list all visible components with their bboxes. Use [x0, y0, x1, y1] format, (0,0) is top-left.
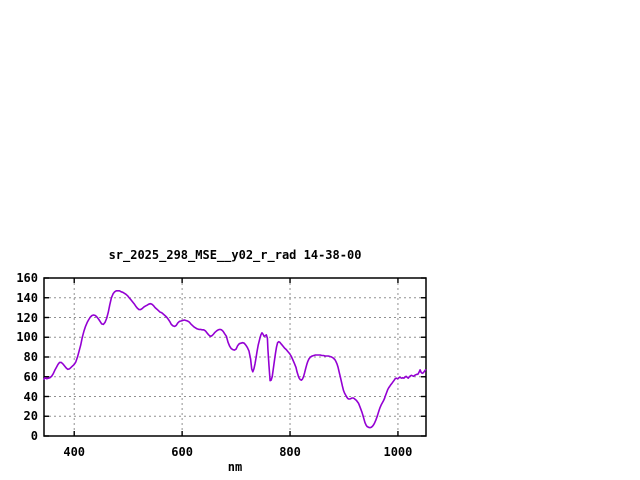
y-tick-label: 20 — [23, 409, 38, 424]
spectrum-curve — [43, 289, 427, 429]
y-tick-label: 40 — [23, 389, 38, 404]
y-tick-label: 60 — [23, 369, 38, 384]
x-tick-label: 1000 — [383, 445, 413, 459]
y-tick-label: 140 — [16, 290, 38, 305]
y-tick-label: 100 — [16, 330, 38, 345]
y-tick-label: 120 — [16, 310, 38, 325]
y-tick-label: 160 — [16, 271, 38, 285]
grid-lines — [44, 278, 426, 436]
x-tick-label: 800 — [279, 445, 301, 459]
x-tick-label: 400 — [63, 445, 86, 459]
x-axis-label: nm — [227, 460, 243, 474]
chart-title: sr_2025_298_MSE__y02_r_rad 14-38-00 — [108, 248, 362, 262]
plot-border — [43, 277, 427, 437]
y-tick-label: 80 — [23, 350, 38, 364]
y-tick-label: 0 — [30, 429, 38, 443]
x-tick-label: 600 — [171, 445, 193, 459]
